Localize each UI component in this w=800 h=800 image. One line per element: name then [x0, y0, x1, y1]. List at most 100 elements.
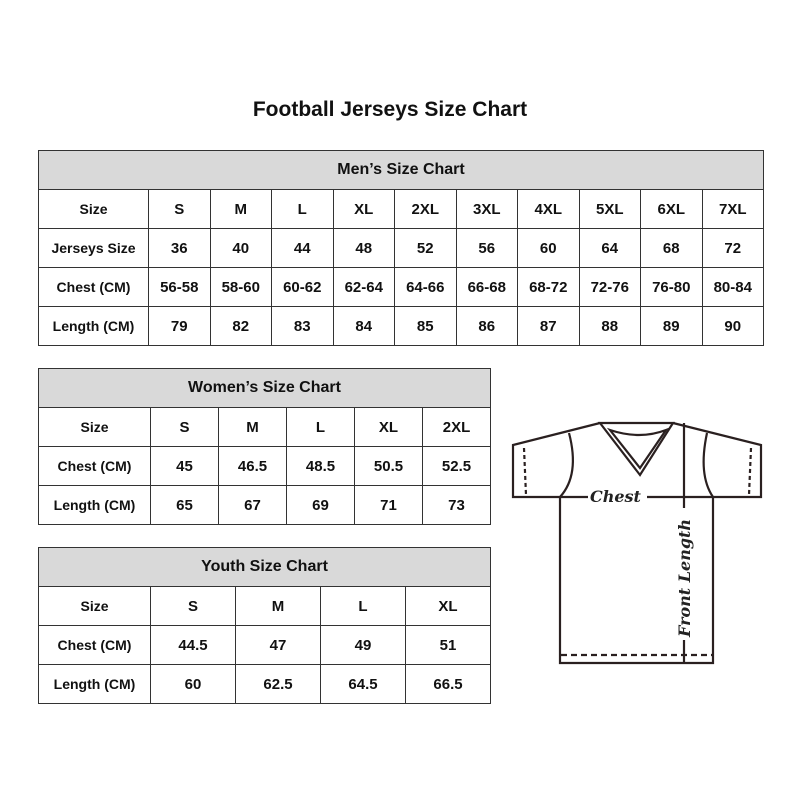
jersey-outline: [511, 421, 763, 665]
table-cell: 85: [394, 306, 457, 346]
table-cell: 48.5: [286, 446, 355, 486]
table-cell: 72: [701, 228, 764, 268]
table-cell: 90: [701, 306, 764, 346]
table-cell: 83: [271, 306, 334, 346]
women-size-table: Women’s Size Chart Size S M L XL 2XL Chest (CM)…: [38, 368, 491, 525]
table-cell: 4XL: [517, 189, 580, 229]
table-cell: 87: [517, 306, 580, 346]
table-cell: 68-72: [517, 267, 580, 307]
table-row: Chest (CM) 44.5 47 49 51: [38, 625, 491, 665]
table-cell: 48: [332, 228, 395, 268]
table-row: Jerseys Size 36 40 44 48 52 56 60 64 68 72: [38, 228, 764, 268]
front-length-label: Front Length: [675, 519, 694, 638]
table-cell: 72-76: [578, 267, 641, 307]
table-cell: 40: [209, 228, 272, 268]
table-cell: S: [150, 407, 219, 447]
table-cell: 65: [150, 485, 219, 525]
row-label: Chest (CM): [38, 625, 151, 665]
table-cell: 56: [455, 228, 518, 268]
row-label: Chest (CM): [38, 267, 149, 307]
table-row: Size S M L XL: [38, 586, 491, 626]
men-table-caption: Men’s Size Chart: [38, 150, 764, 190]
table-cell: 62-64: [332, 267, 395, 307]
row-label: Size: [38, 189, 149, 229]
jersey-collar: [597, 421, 676, 477]
table-cell: 51: [405, 625, 491, 665]
row-label: Chest (CM): [38, 446, 151, 486]
table-cell: 64-66: [394, 267, 457, 307]
table-cell: 58-60: [209, 267, 272, 307]
table-cell: M: [218, 407, 287, 447]
table-cell: M: [209, 189, 272, 229]
table-cell: 7XL: [701, 189, 764, 229]
table-cell: 52: [394, 228, 457, 268]
row-label: Length (CM): [38, 306, 149, 346]
sleeve-seam-left: [559, 432, 574, 498]
table-cell: 66.5: [405, 664, 491, 704]
table-cell: XL: [405, 586, 491, 626]
table-row: Size S M L XL 2XL 3XL 4XL 5XL 6XL 7XL: [38, 189, 764, 229]
table-row: Chest (CM) 45 46.5 48.5 50.5 52.5: [38, 446, 491, 486]
table-row: Size S M L XL 2XL: [38, 407, 491, 447]
sleeve-seam-right: [702, 432, 714, 498]
table-cell: 60-62: [271, 267, 334, 307]
table-cell: 64: [578, 228, 641, 268]
table-cell: 64.5: [320, 664, 406, 704]
table-cell: 44: [271, 228, 334, 268]
table-cell: 56-58: [148, 267, 211, 307]
table-cell: 44.5: [150, 625, 236, 665]
table-cell: XL: [354, 407, 423, 447]
table-cell: 6XL: [640, 189, 703, 229]
table-cell: 66-68: [455, 267, 518, 307]
row-label: Length (CM): [38, 664, 151, 704]
table-cell: L: [271, 189, 334, 229]
table-cell: 89: [640, 306, 703, 346]
table-cell: 67: [218, 485, 287, 525]
table-row: Length (CM) 79 82 83 84 85 86 87 88 89 90: [38, 306, 764, 346]
table-cell: 45: [150, 446, 219, 486]
table-cell: 47: [235, 625, 321, 665]
table-row: Length (CM) 60 62.5 64.5 66.5: [38, 664, 491, 704]
youth-table-caption: Youth Size Chart: [38, 547, 491, 587]
table-cell: 60: [517, 228, 580, 268]
table-cell: 84: [332, 306, 395, 346]
table-cell: 88: [578, 306, 641, 346]
chest-label: Chest: [590, 487, 642, 506]
table-cell: 73: [422, 485, 491, 525]
table-cell: 60: [150, 664, 236, 704]
jersey-measurement-diagram: Chest Front Length: [511, 421, 763, 665]
table-cell: XL: [332, 189, 395, 229]
table-row: Length (CM) 65 67 69 71 73: [38, 485, 491, 525]
table-cell: 76-80: [640, 267, 703, 307]
table-cell: 46.5: [218, 446, 287, 486]
table-cell: 79: [148, 306, 211, 346]
table-cell: M: [235, 586, 321, 626]
row-label: Jerseys Size: [38, 228, 149, 268]
table-cell: 62.5: [235, 664, 321, 704]
table-cell: 2XL: [394, 189, 457, 229]
table-cell: L: [286, 407, 355, 447]
table-cell: 36: [148, 228, 211, 268]
youth-size-table: Youth Size Chart Size S M L XL Chest (CM) 44.5 4…: [38, 547, 491, 704]
table-cell: 52.5: [422, 446, 491, 486]
table-cell: 80-84: [701, 267, 764, 307]
table-cell: 82: [209, 306, 272, 346]
table-cell: 86: [455, 306, 518, 346]
table-cell: 5XL: [578, 189, 641, 229]
table-cell: 3XL: [455, 189, 518, 229]
men-size-table: Men’s Size Chart Size S M L XL 2XL 3XL 4XL 5XL 6XL…: [38, 150, 764, 346]
table-cell: 69: [286, 485, 355, 525]
page-title: Football Jerseys Size Chart: [252, 98, 528, 121]
table-cell: 68: [640, 228, 703, 268]
table-cell: 50.5: [354, 446, 423, 486]
table-row: Chest (CM) 56-58 58-60 60-62 62-64 64-66 66-68…: [38, 267, 764, 307]
row-label: Size: [38, 586, 151, 626]
table-cell: S: [148, 189, 211, 229]
table-cell: L: [320, 586, 406, 626]
row-label: Size: [38, 407, 151, 447]
table-cell: 71: [354, 485, 423, 525]
table-cell: 2XL: [422, 407, 491, 447]
table-cell: S: [150, 586, 236, 626]
table-cell: 49: [320, 625, 406, 665]
